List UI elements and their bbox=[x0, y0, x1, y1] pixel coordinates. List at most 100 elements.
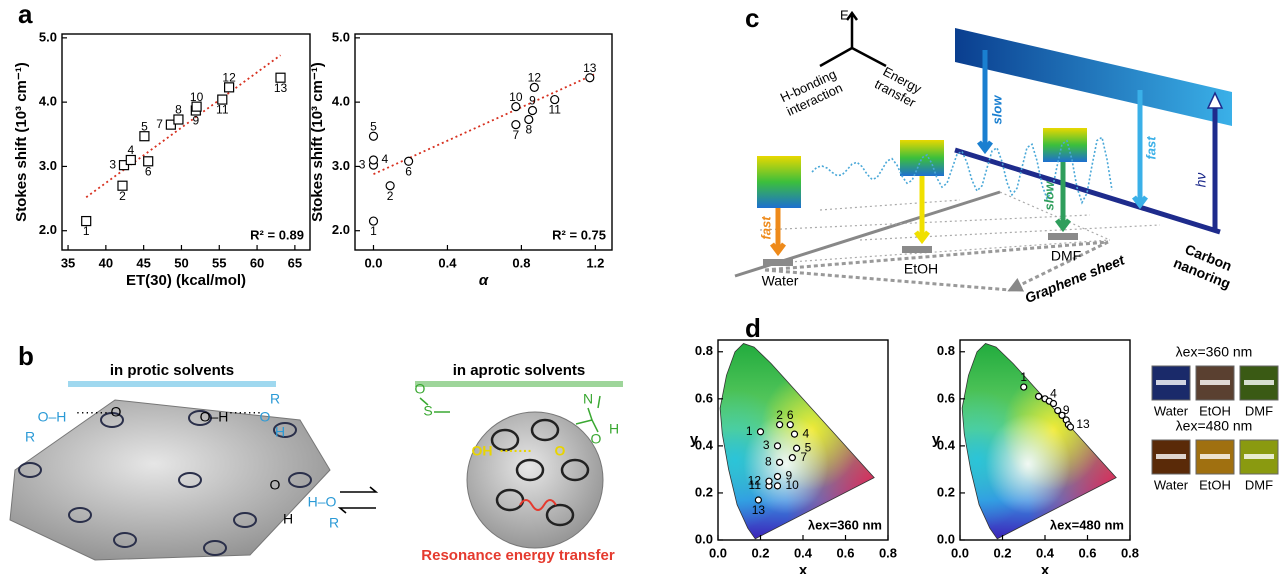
chem-label: R bbox=[329, 515, 339, 531]
point-label: 2 bbox=[119, 189, 126, 203]
nanoring bbox=[68, 507, 92, 523]
data-point bbox=[793, 444, 801, 452]
gamut bbox=[962, 343, 1117, 539]
x-tick-label: 65 bbox=[288, 255, 302, 270]
axis-label: E bbox=[840, 7, 849, 22]
point-label: 6 bbox=[787, 408, 794, 422]
data-point bbox=[754, 496, 762, 504]
point-label: 10 bbox=[190, 90, 204, 104]
panel-label: b bbox=[18, 341, 34, 371]
chem-label: R bbox=[270, 391, 280, 407]
data-point bbox=[223, 82, 235, 93]
graphene-arrows bbox=[764, 240, 1109, 290]
point-label: 3 bbox=[109, 157, 116, 171]
x-tick-label: 55 bbox=[212, 255, 226, 270]
chem-label: O bbox=[555, 443, 566, 459]
point-label: 12 bbox=[528, 71, 542, 85]
solvent-label: EtOH bbox=[1199, 403, 1231, 418]
chem-label: R bbox=[25, 429, 35, 445]
y-tick-label: 0.2 bbox=[695, 484, 713, 499]
chem-label: O–H bbox=[200, 409, 229, 425]
rate-label: slow bbox=[1041, 181, 1056, 211]
energy-transfer-wave bbox=[811, 136, 1113, 205]
x-tick-label: 40 bbox=[99, 255, 113, 270]
x-tick-label: 50 bbox=[174, 255, 188, 270]
chem-label: O bbox=[591, 431, 602, 447]
data-point bbox=[776, 458, 784, 466]
x-tick-label: 0.2 bbox=[993, 545, 1011, 560]
relaxation-arrow bbox=[1132, 90, 1148, 210]
vial-glow bbox=[1200, 454, 1230, 459]
resonance-spiral bbox=[519, 499, 557, 511]
data-point bbox=[368, 216, 379, 226]
x-tick-label: 0.2 bbox=[751, 545, 769, 560]
graphene-sheet bbox=[9, 399, 331, 561]
excitation-head bbox=[1206, 91, 1224, 109]
chem-label: H bbox=[283, 511, 293, 527]
solvent-label: DMF bbox=[1245, 403, 1273, 418]
chart: 0.0 0.2 0.4 0.6 0.80.00.20.40.60.8xy12345678… bbox=[690, 339, 897, 574]
x-axis-label: ET(30) (kcal/mol) bbox=[126, 272, 246, 289]
excitation-label: hν bbox=[1193, 173, 1209, 188]
chem-label: O–H bbox=[38, 409, 67, 425]
chart: 0.0 0.2 0.4 0.6 0.8 0.0 0.2 0.4 0.6 0.8 x y 1 49 13 λex… bbox=[932, 339, 1139, 574]
point-label: 4 bbox=[803, 426, 810, 440]
y-tick-label: 2.0 bbox=[39, 222, 57, 237]
point-label: 5 bbox=[370, 119, 377, 133]
x-axis-label: x bbox=[799, 562, 808, 574]
data-point bbox=[585, 73, 595, 83]
point-label: 1 bbox=[1020, 370, 1027, 384]
x-axis-label: α bbox=[479, 272, 489, 289]
x-tick-label: 0.4 bbox=[438, 255, 457, 270]
caption: Resonance energy transfer bbox=[421, 547, 615, 564]
chem-label: OH bbox=[472, 443, 493, 459]
solvent-label: EtOH bbox=[1199, 477, 1231, 492]
point-label: 13 bbox=[1076, 417, 1090, 431]
nanoring bbox=[515, 458, 545, 482]
nanoring bbox=[188, 410, 212, 426]
y-tick-label: 0.2 bbox=[937, 484, 955, 499]
x-tick-label: 35 bbox=[61, 255, 75, 270]
x-axis-label: x bbox=[1041, 562, 1050, 574]
y-tick-label: 4.0 bbox=[332, 94, 350, 109]
nanoring bbox=[560, 458, 590, 482]
x-tick-label: 0.6 bbox=[1078, 545, 1096, 560]
panel-label: c bbox=[745, 3, 759, 33]
plot-frame bbox=[354, 33, 613, 251]
point-label: 5 bbox=[141, 119, 148, 133]
graphene-grid bbox=[759, 191, 1161, 263]
nanoring bbox=[530, 418, 560, 442]
data-point bbox=[524, 114, 534, 125]
x-tick-label: 45 bbox=[136, 255, 150, 270]
chem-label: H bbox=[275, 424, 285, 440]
emission-level bbox=[757, 156, 801, 208]
annotation: λex=360 nm bbox=[808, 517, 882, 532]
data-point bbox=[511, 120, 521, 130]
x-tick-label: 1.2 bbox=[586, 255, 604, 270]
chem-label: ······· bbox=[229, 404, 262, 420]
chem-label: S bbox=[423, 403, 432, 419]
data-point bbox=[368, 131, 379, 141]
point-label: 1 bbox=[370, 224, 377, 238]
gamut-fill bbox=[962, 343, 1117, 539]
data-point bbox=[404, 156, 414, 166]
point-label: 6 bbox=[145, 164, 152, 178]
y-tick-label: 0.4 bbox=[695, 437, 714, 452]
energy-axes bbox=[819, 10, 887, 68]
solvent-pad bbox=[1048, 233, 1078, 240]
point-label: 9 bbox=[786, 469, 793, 483]
point-label: 5 bbox=[805, 440, 812, 454]
solvent-label: Water bbox=[1154, 403, 1189, 418]
point-label: 7 bbox=[513, 128, 520, 142]
nanoring bbox=[18, 462, 42, 478]
nanoring bbox=[545, 503, 575, 527]
x-tick-label: 0.8 bbox=[512, 255, 530, 270]
point-label: 7 bbox=[800, 450, 807, 464]
y-tick-label: 2.0 bbox=[332, 222, 350, 237]
solvent-label: Water bbox=[762, 273, 799, 289]
vial-glow bbox=[1200, 380, 1230, 385]
point-label: 7 bbox=[156, 117, 163, 131]
nanoring bbox=[490, 428, 520, 452]
data-point bbox=[368, 155, 379, 165]
data-point bbox=[511, 102, 521, 112]
